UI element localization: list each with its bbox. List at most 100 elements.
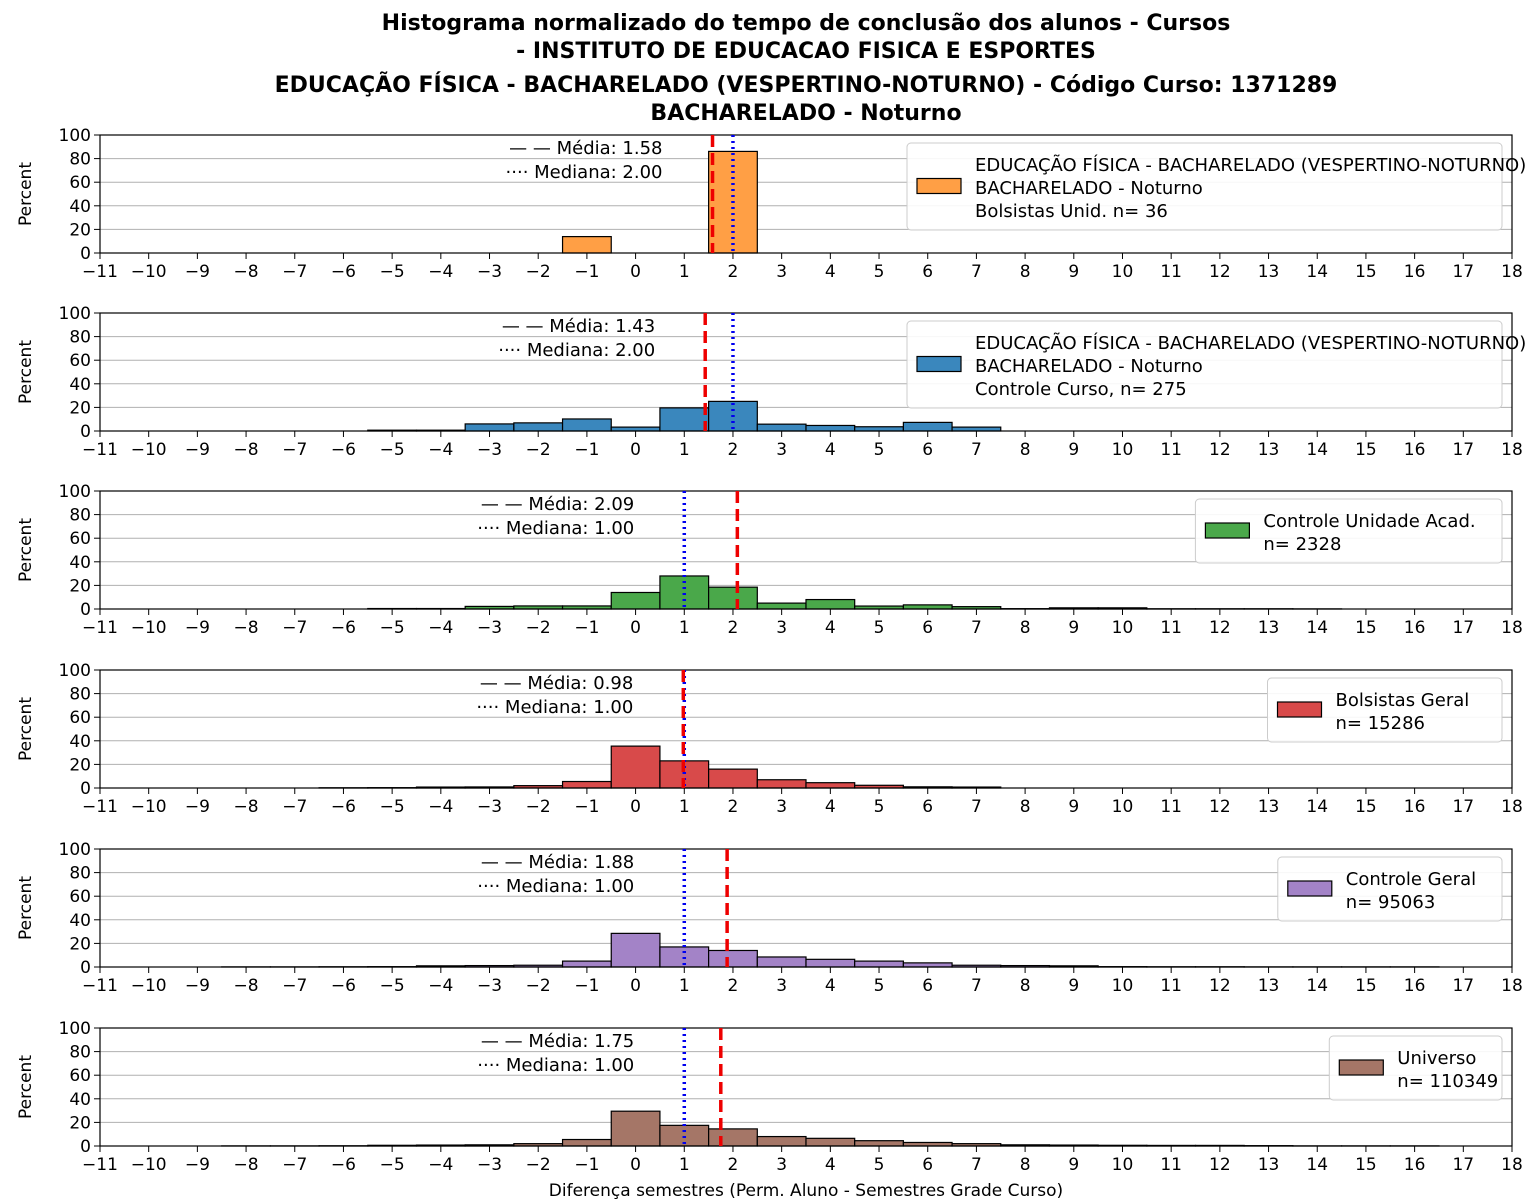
x-tick-label: 18 — [1501, 797, 1523, 817]
x-tick-label: 12 — [1209, 797, 1231, 817]
x-tick-label: 8 — [1020, 976, 1031, 996]
x-tick-label: 13 — [1258, 976, 1280, 996]
x-tick-label: 10 — [1112, 440, 1134, 460]
x-tick-label: −3 — [477, 1155, 502, 1175]
x-tick-label: 9 — [1068, 1155, 1079, 1175]
median-label: ···· Mediana: 1.00 — [476, 697, 633, 718]
x-tick-label: 16 — [1404, 618, 1426, 638]
mean-label: — — Média: 1.43 — [502, 316, 655, 337]
x-axis-label: Diferença semestres (Perm. Aluno - Semes… — [549, 1181, 1063, 1201]
histogram-bar — [561, 235, 612, 254]
y-tick-label: 40 — [69, 375, 91, 395]
legend-swatch — [1287, 880, 1333, 897]
x-tick-label: 13 — [1258, 1155, 1280, 1175]
x-tick-label: −10 — [131, 797, 167, 817]
histogram-bar — [610, 745, 661, 789]
y-tick-label: 100 — [59, 304, 91, 324]
y-axis-label: Percent — [16, 518, 36, 582]
x-tick-label: −1 — [574, 262, 599, 282]
x-tick-label: −10 — [131, 440, 167, 460]
x-tick-label: 0 — [630, 618, 641, 638]
x-tick-label: −8 — [234, 262, 259, 282]
x-tick-label: −4 — [428, 440, 453, 460]
x-tick-label: −5 — [380, 1155, 405, 1175]
x-tick-label: −8 — [234, 976, 259, 996]
x-tick-label: 7 — [971, 262, 982, 282]
x-tick-label: −7 — [282, 1155, 307, 1175]
x-tick-label: 3 — [776, 976, 787, 996]
x-tick-label: 1 — [679, 262, 690, 282]
y-axis-label: Percent — [16, 1055, 36, 1119]
x-tick-label: 0 — [630, 440, 641, 460]
x-tick-label: −4 — [428, 797, 453, 817]
legend-box — [906, 142, 1503, 231]
legend-swatch — [1276, 701, 1323, 718]
x-tick-label: 6 — [922, 976, 933, 996]
median-label: ···· Mediana: 1.00 — [477, 1055, 634, 1076]
x-tick-label: 4 — [825, 618, 836, 638]
legend-entry: EDUCAÇÃO FÍSICA - BACHARELADO (VESPERTIN… — [975, 154, 1526, 176]
x-tick-label: 17 — [1452, 440, 1474, 460]
x-tick-label: −6 — [331, 262, 356, 282]
x-tick-label: 3 — [776, 262, 787, 282]
legend: EDUCAÇÃO FÍSICA - BACHARELADO (VESPERTIN… — [906, 142, 1526, 231]
x-tick-label: 18 — [1501, 618, 1523, 638]
x-tick-label: −4 — [428, 618, 453, 638]
x-tick-label: 16 — [1404, 976, 1426, 996]
x-tick-label: 0 — [630, 976, 641, 996]
x-tick-label: 9 — [1068, 440, 1079, 460]
legend-entry: Bolsistas Geral — [1336, 690, 1470, 711]
x-tick-label: 6 — [922, 797, 933, 817]
histogram-bar — [708, 400, 758, 432]
histogram-bar — [708, 586, 758, 610]
y-tick-label: 20 — [69, 934, 91, 954]
x-tick-label: 0 — [630, 262, 641, 282]
x-tick-label: 9 — [1068, 262, 1079, 282]
x-tick-label: 4 — [825, 440, 836, 460]
histogram-bar — [854, 426, 904, 432]
x-tick-label: 3 — [776, 618, 787, 638]
plot-frame — [99, 134, 1513, 254]
x-tick-label: 1 — [679, 976, 690, 996]
y-tick-label: 20 — [69, 1113, 91, 1133]
x-tick-label: 5 — [874, 1155, 885, 1175]
x-tick-label: 3 — [776, 1155, 787, 1175]
x-tick-label: 8 — [1020, 618, 1031, 638]
x-tick-label: 14 — [1306, 262, 1328, 282]
x-tick-label: 18 — [1501, 262, 1523, 282]
y-tick-label: 60 — [69, 708, 91, 728]
x-tick-label: 11 — [1160, 618, 1182, 638]
x-tick-label: −4 — [428, 262, 453, 282]
x-tick-label: −8 — [234, 1155, 259, 1175]
x-tick-label: −7 — [282, 797, 307, 817]
histogram-bar — [805, 424, 856, 432]
y-tick-label: 100 — [59, 126, 91, 146]
x-tick-label: 15 — [1355, 976, 1377, 996]
x-tick-label: 7 — [971, 618, 982, 638]
x-tick-label: −1 — [574, 618, 599, 638]
plot-frame — [99, 1027, 1513, 1147]
x-tick-label: 1 — [679, 618, 690, 638]
x-tick-label: −5 — [380, 440, 405, 460]
x-tick-label: −3 — [477, 797, 502, 817]
x-tick-label: 11 — [1160, 1155, 1182, 1175]
x-tick-label: 7 — [971, 1155, 982, 1175]
title-line-2: - INSTITUTO DE EDUCACAO FISICA E ESPORTE… — [516, 39, 1096, 64]
x-tick-label: 14 — [1306, 440, 1328, 460]
x-tick-label: 3 — [776, 797, 787, 817]
x-tick-label: −11 — [82, 797, 118, 817]
x-tick-label: 5 — [874, 976, 885, 996]
x-tick-label: 17 — [1452, 618, 1474, 638]
legend-box — [1277, 856, 1503, 922]
x-tick-label: 7 — [971, 440, 982, 460]
x-tick-label: 18 — [1501, 440, 1523, 460]
x-tick-label: −1 — [574, 440, 599, 460]
histogram-bar — [805, 1137, 856, 1147]
x-tick-label: 13 — [1258, 797, 1280, 817]
histogram-bar — [561, 418, 612, 432]
y-tick-label: 20 — [69, 755, 91, 775]
legend-swatch — [916, 355, 962, 373]
histogram-bar — [561, 1138, 612, 1147]
